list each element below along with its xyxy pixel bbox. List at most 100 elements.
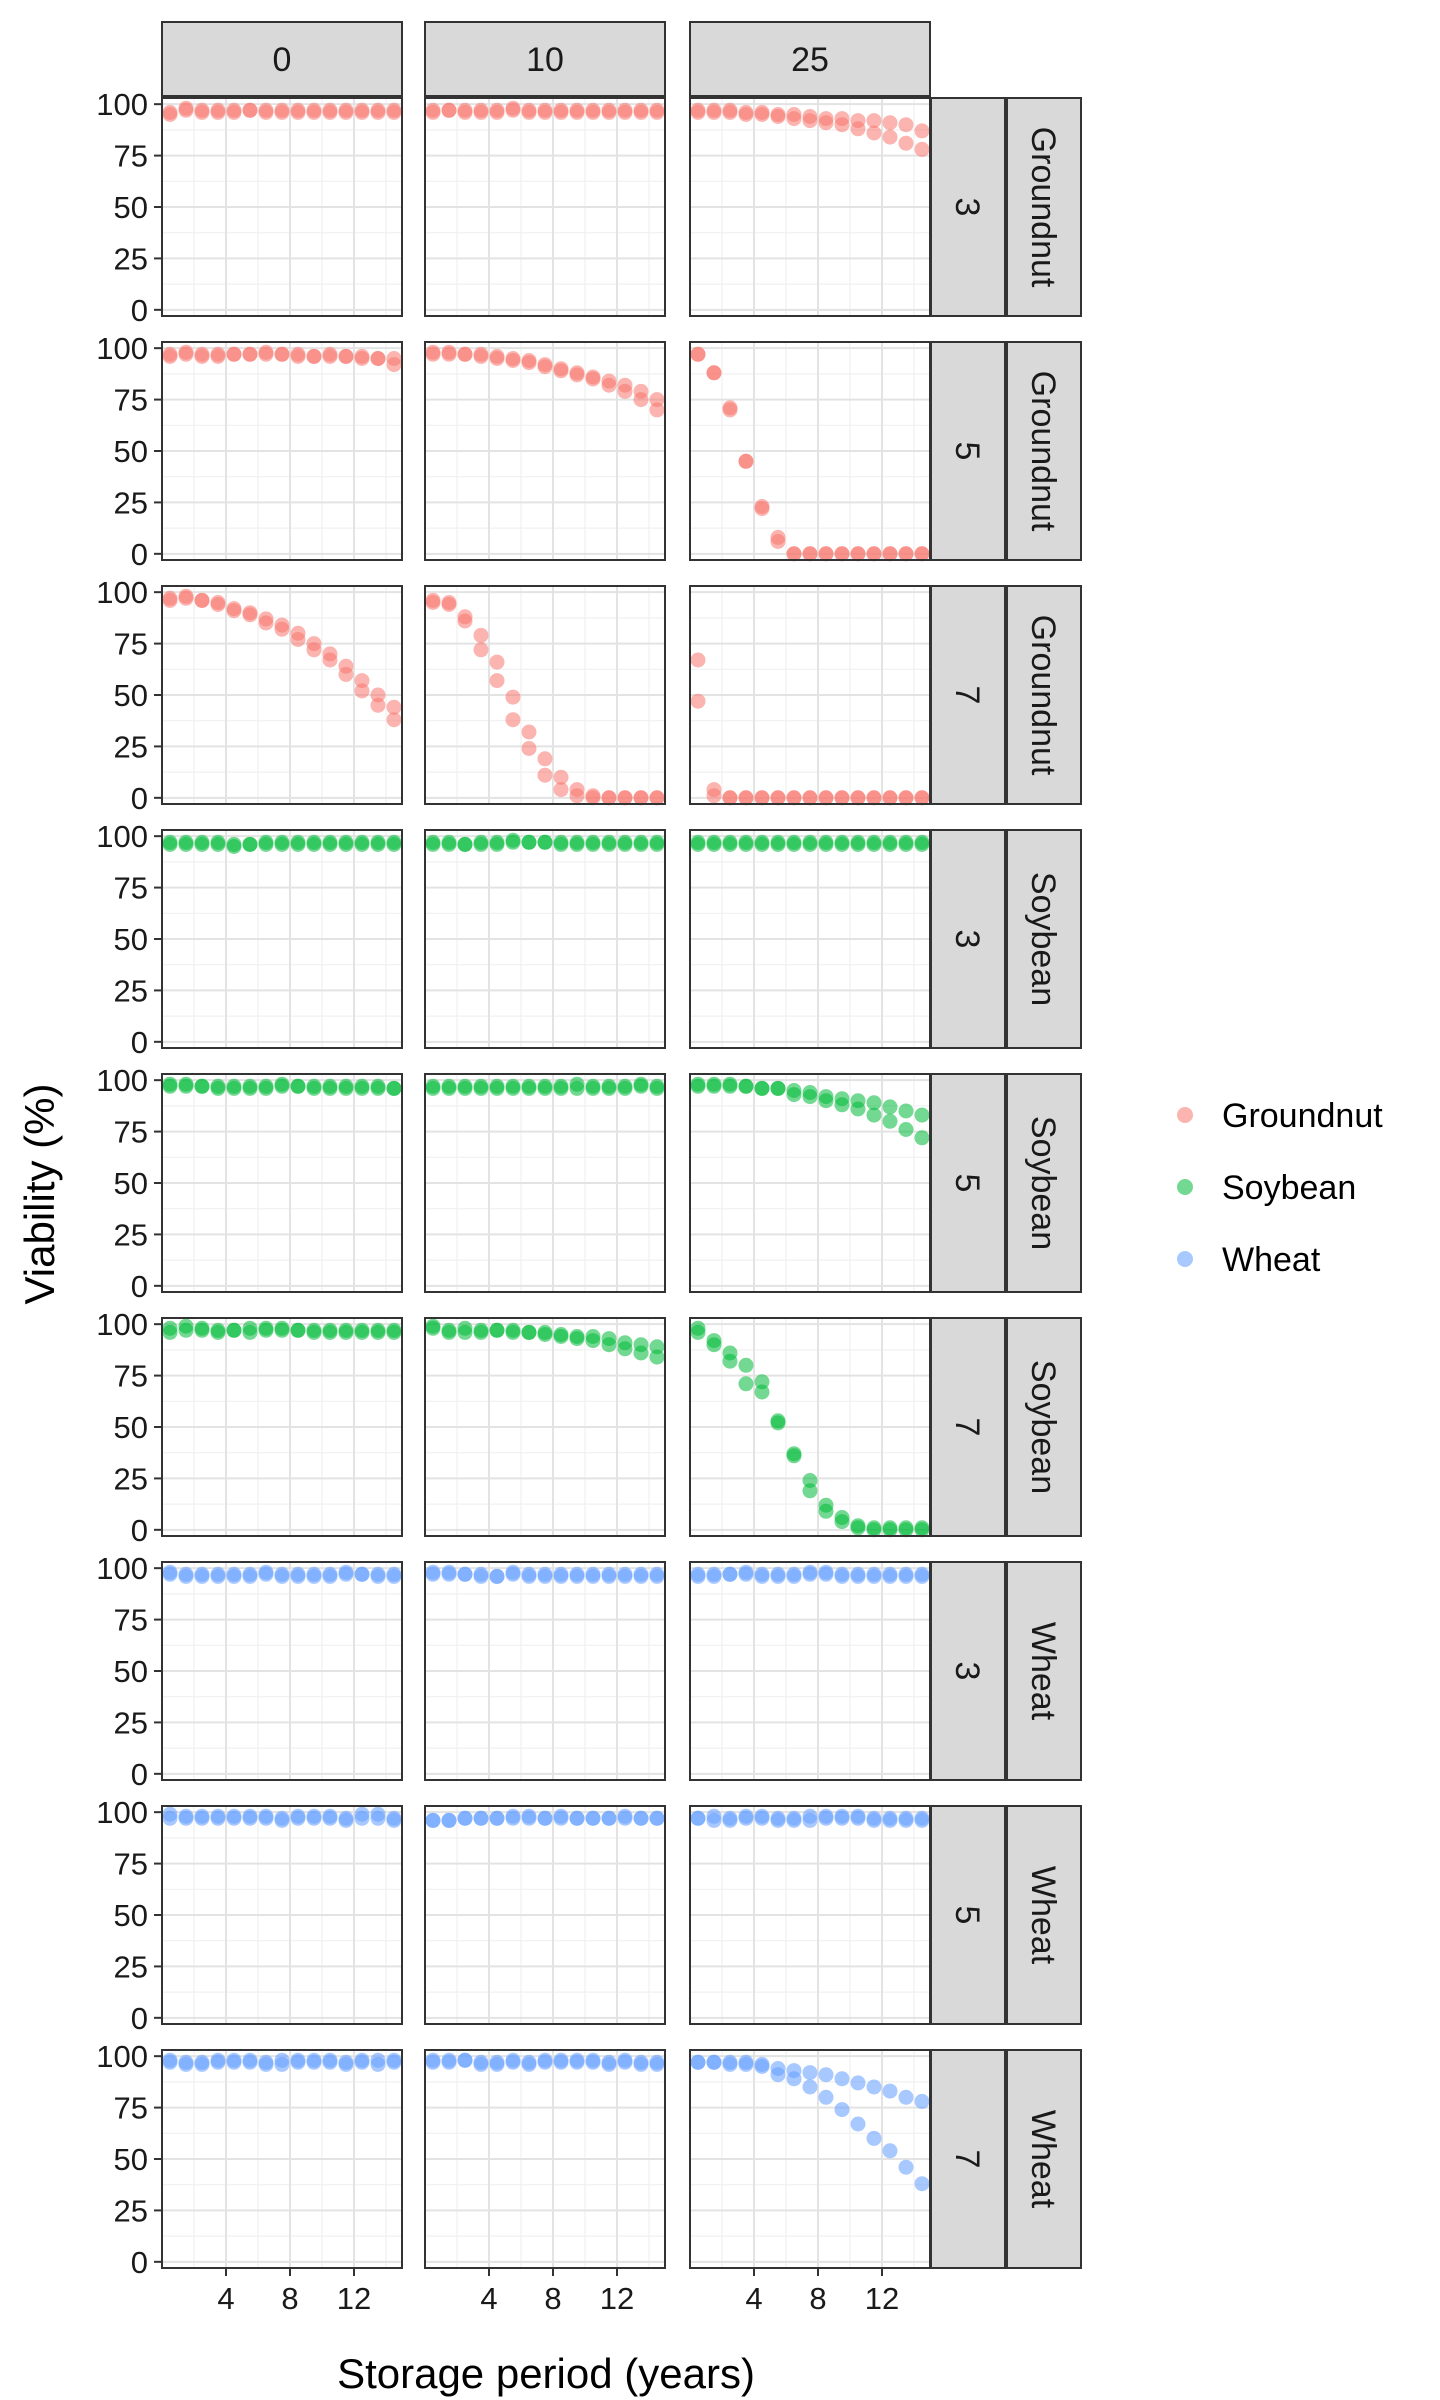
data-point-groundnut [850,121,866,137]
column-strip-box [424,21,666,97]
data-point-groundnut [866,546,882,562]
y-tick-label: 25 [114,485,148,520]
data-point-wheat [585,1568,601,1584]
data-point-wheat [898,1568,914,1584]
data-point-groundnut [370,351,386,366]
row-strip-species-box [1006,585,1082,805]
data-point-groundnut [386,699,402,715]
panel-r1-c1 [425,342,665,560]
data-point-wheat [754,2059,770,2074]
data-point-soybean [290,1322,306,1338]
data-point-soybean [866,1095,882,1111]
points-r0-c0 [162,100,402,122]
y-tick-label: 25 [114,241,148,276]
data-point-groundnut [690,346,706,362]
data-point-wheat [866,2130,882,2146]
y-tick-label: 0 [131,1757,148,1792]
data-point-groundnut [802,113,818,129]
data-point-wheat [425,2054,441,2070]
panel-border [424,1561,666,1781]
y-tick-label: 25 [114,973,148,1008]
data-point-groundnut [210,102,226,118]
data-point-wheat [194,1810,210,1826]
column-strip-box [689,21,931,97]
data-point-soybean [633,1078,649,1094]
data-point-wheat [178,2056,194,2072]
data-point-groundnut [722,790,738,806]
points-r7-c1 [425,1808,665,1828]
data-point-wheat [489,2056,505,2072]
row-strip-level-box [930,2049,1006,2269]
data-point-wheat [505,1566,521,1582]
row-strip-level-label: 7 [948,2150,986,2169]
row-strip-level-box [930,97,1006,317]
data-point-wheat [354,1810,370,1826]
data-point-soybean [258,1322,274,1338]
data-point-groundnut [818,790,834,806]
points-r3-c1 [425,832,665,852]
data-point-groundnut [290,102,306,118]
data-point-wheat [194,1568,210,1584]
data-point-wheat [914,2176,930,2192]
data-point-wheat [386,2054,402,2070]
data-point-groundnut [770,534,786,549]
data-point-wheat [505,2054,521,2070]
data-point-groundnut [585,371,601,387]
data-point-groundnut [537,359,553,375]
data-point-soybean [354,1080,370,1096]
data-point-groundnut [802,546,818,562]
data-point-wheat [354,2054,370,2070]
data-point-groundnut [553,102,569,118]
y-tick-label: 25 [114,1217,148,1252]
points-r1-c1 [425,344,665,418]
data-point-soybean [322,1078,338,1094]
data-point-wheat [553,1810,569,1826]
data-point-groundnut [338,104,354,120]
y-tick-label: 0 [131,1025,148,1060]
data-point-soybean [914,1130,930,1146]
data-point-groundnut [473,627,489,643]
data-point-groundnut [690,693,706,709]
data-point-wheat [882,2083,898,2099]
data-point-groundnut [553,769,569,785]
data-point-soybean [770,1413,786,1429]
data-point-wheat [898,1812,914,1828]
data-point-wheat [818,1810,834,1826]
y-tick-label: 100 [96,575,148,610]
y-tick-label: 25 [114,1949,148,1984]
column-strip-label: 10 [526,41,564,79]
data-point-groundnut [866,125,882,141]
data-point-soybean [585,836,601,852]
row-strip-species-box [1006,2049,1082,2269]
data-point-wheat [633,2056,649,2072]
panel-r6-c0 [162,1562,402,1780]
data-point-wheat [738,1810,754,1826]
data-point-wheat [457,1810,473,1826]
data-point-wheat [649,2056,665,2072]
data-point-soybean [505,1080,521,1096]
data-point-groundnut [322,102,338,118]
y-tick-label: 75 [114,1359,148,1394]
data-point-soybean [802,1483,818,1499]
data-point-wheat [521,1568,537,1584]
data-point-soybean [898,1103,914,1119]
data-point-soybean [370,1078,386,1094]
row-strip-level-label: 5 [948,1906,986,1925]
data-point-groundnut [649,104,665,120]
data-point-soybean [754,1080,770,1096]
y-tick-label: 0 [131,1269,148,1304]
data-point-soybean [617,834,633,850]
data-point-groundnut [537,767,553,783]
data-point-wheat [258,1810,274,1826]
data-point-groundnut [274,621,290,637]
data-point-groundnut [226,346,242,362]
row-strip-species-label: Soybean [1024,872,1062,1006]
y-tick-label: 100 [96,819,148,854]
data-point-soybean [649,836,665,852]
points-r4-c2 [690,1076,930,1146]
data-point-groundnut [473,642,489,658]
data-point-wheat [754,1810,770,1826]
data-point-wheat [649,1568,665,1584]
data-point-soybean [818,836,834,852]
